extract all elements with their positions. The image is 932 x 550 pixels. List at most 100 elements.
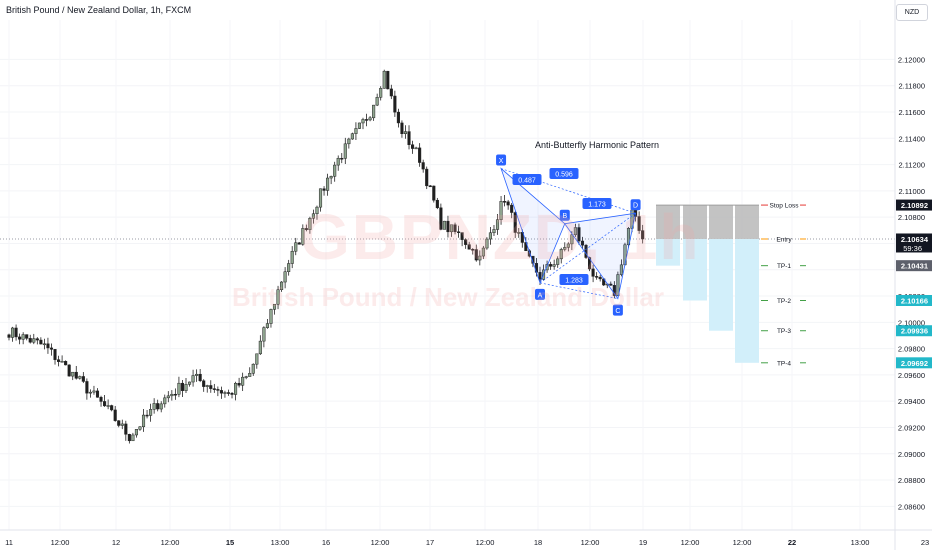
tp-level-label[interactable]: TP-3	[777, 328, 791, 335]
price-tick-label: 2.09200	[898, 423, 925, 432]
candle-body	[580, 240, 585, 246]
candle-body	[485, 238, 489, 249]
candle-body	[241, 376, 245, 386]
candle-body	[552, 264, 556, 267]
time-tick-label: 12:00	[581, 538, 600, 547]
price-tick-label: 2.11000	[898, 187, 925, 196]
entry-level-label[interactable]: Entry	[776, 236, 792, 243]
candle-body	[326, 177, 330, 191]
candle-body	[234, 382, 238, 395]
candle-body	[641, 230, 645, 240]
pattern-point-x[interactable]	[496, 154, 507, 166]
pattern-title: Anti-Butterfly Harmonic Pattern	[535, 140, 659, 150]
candle-body	[609, 283, 613, 286]
candle-body	[510, 204, 514, 213]
candle-body	[163, 397, 167, 405]
stop-loss-level-label[interactable]: Stop Loss	[770, 203, 800, 210]
candle-body	[212, 388, 216, 390]
candle-body	[439, 207, 443, 230]
candle-body	[573, 227, 577, 236]
pattern-point-c[interactable]	[612, 304, 623, 316]
candle-body	[492, 229, 496, 234]
candle-body	[106, 405, 110, 407]
price-axis[interactable]: 2.12000 2.11800 2.11600 2.11400 2.11200 2.110…	[894, 0, 932, 550]
candle-body	[336, 157, 340, 166]
price-tick-label: 2.09400	[898, 397, 925, 406]
time-tick-label: 12:00	[371, 538, 390, 547]
candle-body	[85, 381, 89, 394]
candle-body	[170, 393, 174, 397]
currency-button[interactable]: NZD	[896, 4, 928, 21]
time-axis[interactable]: 11 12:00 12 12:00 15 13:00 16 12:00 17 12:00 18 12:…	[0, 529, 932, 547]
candle-body	[467, 244, 471, 250]
candle-body	[333, 164, 337, 177]
pattern-ratio-badge[interactable]	[549, 168, 579, 179]
candle-body	[464, 239, 468, 245]
candle-body	[488, 232, 492, 240]
candle-body	[591, 268, 595, 277]
price-badge	[896, 357, 932, 369]
candle-body	[566, 243, 570, 248]
candle-body	[173, 393, 177, 396]
price-tick-label: 2.08800	[898, 476, 925, 485]
candle-body	[626, 228, 631, 246]
price-badge-label: 2.09692	[901, 359, 928, 368]
candle-body	[559, 249, 563, 260]
candle-body	[42, 343, 46, 346]
candle-body	[400, 122, 404, 134]
tp-level-label[interactable]: TP-4	[777, 360, 791, 367]
candle-body	[166, 395, 170, 399]
candle-body	[149, 409, 153, 416]
candle-body	[457, 231, 461, 233]
pattern-ratio-badge[interactable]	[559, 274, 589, 285]
candle-body	[219, 390, 223, 394]
candle-body	[258, 340, 262, 355]
price-tick-label: 2.09800	[898, 345, 925, 354]
trade-levels[interactable]: Stop Loss Entry TP-1 TP-2 TP-3 TP-4	[656, 203, 806, 368]
candle-body	[361, 119, 365, 124]
candle-body	[598, 276, 602, 280]
price-tick-label: 2.10000	[898, 318, 925, 327]
candle-body	[421, 162, 425, 170]
candle-body	[280, 281, 284, 290]
time-tick-label: 13:00	[271, 538, 290, 547]
candle-body	[354, 128, 358, 134]
time-tick-label: 12:00	[51, 538, 70, 547]
time-tick-label: 12:00	[476, 538, 495, 547]
candle-body	[474, 249, 478, 261]
pattern-point-label: X	[499, 158, 504, 165]
candle-body	[113, 409, 117, 421]
tp-level-label[interactable]: TP-2	[777, 298, 791, 305]
candle-body	[343, 143, 347, 159]
candle-body	[318, 188, 323, 208]
tp-level-label[interactable]: TP-1	[777, 263, 791, 270]
candle-body	[237, 382, 241, 386]
candle-body	[619, 264, 623, 275]
price-badge-label: 2.10634	[901, 235, 929, 244]
candle-body	[347, 138, 351, 145]
candle-body	[453, 224, 457, 232]
candle-body	[205, 385, 209, 387]
candle-body	[311, 213, 315, 219]
pattern-point-label: B	[562, 213, 567, 220]
candle-body	[389, 88, 393, 97]
candle-body	[506, 201, 510, 206]
candle-body	[28, 338, 32, 343]
price-badge-label: 2.10431	[901, 262, 928, 271]
pattern-point-a[interactable]	[535, 288, 545, 300]
time-tick-label: 12	[112, 538, 120, 547]
candle-body	[495, 219, 500, 230]
candle-body	[449, 224, 454, 233]
candle-body	[435, 199, 439, 209]
pattern-ratio-badge[interactable]	[582, 198, 612, 209]
pattern-point-d[interactable]	[630, 199, 641, 211]
candle-body	[32, 338, 36, 343]
candle-body	[595, 276, 599, 278]
price-tick-label: 2.10800	[898, 213, 925, 222]
pattern-ratio-badge[interactable]	[512, 174, 542, 185]
pattern-point-b[interactable]	[559, 209, 570, 221]
candle-body	[64, 361, 68, 366]
harmonic-pattern[interactable]: X A B C D 0.487 0.596 1.173 1.283 Anti-Butterfly …	[496, 140, 659, 316]
candle-body	[290, 250, 294, 264]
